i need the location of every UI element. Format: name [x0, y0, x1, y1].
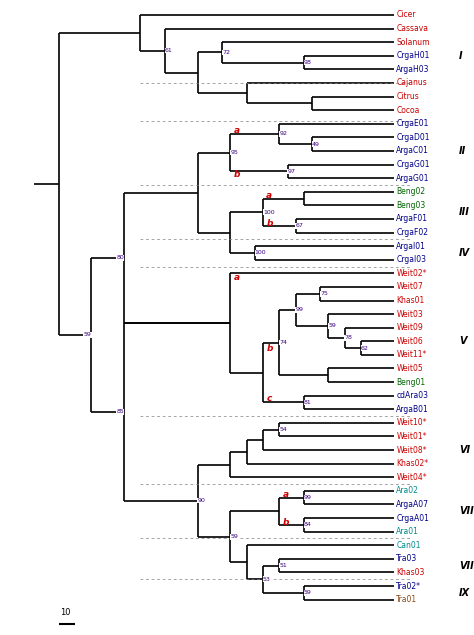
Text: VI: VI	[459, 445, 470, 455]
Text: Khas01: Khas01	[396, 296, 425, 305]
Text: Tra03: Tra03	[396, 554, 418, 563]
Text: 54: 54	[279, 427, 287, 432]
Text: Ara02: Ara02	[396, 486, 419, 495]
Text: IV: IV	[459, 248, 470, 258]
Text: b: b	[234, 170, 240, 178]
Text: Weit04*: Weit04*	[396, 472, 427, 482]
Text: Weit02*: Weit02*	[396, 269, 427, 277]
Text: a: a	[283, 490, 289, 500]
Text: 95: 95	[230, 150, 238, 155]
Text: 10: 10	[60, 608, 71, 617]
Text: Cassava: Cassava	[396, 24, 428, 33]
Text: CrgaD01: CrgaD01	[396, 133, 430, 142]
Text: 99: 99	[296, 307, 304, 312]
Text: 61: 61	[165, 48, 173, 53]
Text: 72: 72	[222, 50, 230, 55]
Text: Solanum: Solanum	[396, 37, 430, 47]
Text: CrgaE01: CrgaE01	[396, 119, 428, 128]
Text: 80: 80	[116, 255, 124, 260]
Text: a: a	[234, 273, 240, 282]
Text: b: b	[283, 518, 289, 526]
Text: Weit07: Weit07	[396, 283, 423, 291]
Text: Khas03: Khas03	[396, 568, 425, 577]
Text: 98: 98	[304, 60, 312, 65]
Text: Can01: Can01	[396, 541, 421, 550]
Text: cdAra03: cdAra03	[396, 391, 428, 400]
Text: 81: 81	[304, 400, 311, 405]
Text: 99: 99	[304, 495, 312, 500]
Text: Weit08*: Weit08*	[396, 446, 427, 455]
Text: 53: 53	[263, 577, 271, 582]
Text: 78: 78	[345, 335, 353, 340]
Text: Citrus: Citrus	[396, 92, 419, 101]
Text: 92: 92	[279, 131, 287, 137]
Text: Beng02: Beng02	[396, 187, 425, 196]
Text: Khas02*: Khas02*	[396, 459, 428, 468]
Text: I: I	[459, 51, 463, 61]
Text: 59: 59	[304, 591, 312, 596]
Text: Beng01: Beng01	[396, 378, 425, 387]
Text: II: II	[459, 146, 466, 156]
Text: 90: 90	[198, 498, 205, 503]
Text: Weit06: Weit06	[396, 337, 423, 346]
Text: c: c	[266, 394, 272, 403]
Text: VIII: VIII	[459, 561, 474, 571]
Text: CrgaA01: CrgaA01	[396, 514, 429, 523]
Text: CrgaG01: CrgaG01	[396, 160, 430, 169]
Text: Cicer: Cicer	[396, 11, 416, 20]
Text: a: a	[234, 126, 240, 135]
Text: 85: 85	[116, 410, 124, 414]
Text: ArgaI01: ArgaI01	[396, 242, 426, 251]
Text: 62: 62	[361, 345, 369, 351]
Text: Cocoa: Cocoa	[396, 105, 419, 115]
Text: IX: IX	[459, 588, 470, 598]
Text: ArgaA07: ArgaA07	[396, 500, 429, 509]
Text: Weit03: Weit03	[396, 310, 423, 319]
Text: Cajanus: Cajanus	[396, 79, 427, 88]
Text: 59: 59	[230, 534, 238, 539]
Text: 84: 84	[304, 523, 312, 527]
Text: Weit11*: Weit11*	[396, 351, 427, 359]
Text: Weit05: Weit05	[396, 364, 423, 373]
Text: 67: 67	[296, 224, 303, 228]
Text: b: b	[266, 344, 273, 352]
Text: 59: 59	[83, 332, 91, 337]
Text: 59: 59	[328, 323, 336, 328]
Text: 97: 97	[288, 169, 295, 174]
Text: ArgaF01: ArgaF01	[396, 215, 428, 224]
Text: a: a	[266, 191, 273, 200]
Text: CrgaI03: CrgaI03	[396, 255, 426, 264]
Text: 49: 49	[312, 142, 320, 147]
Text: ArgaB01: ArgaB01	[396, 404, 429, 414]
Text: Ara01: Ara01	[396, 527, 419, 536]
Text: ArgaC01: ArgaC01	[396, 147, 429, 156]
Text: Weit10*: Weit10*	[396, 418, 427, 427]
Text: 100: 100	[263, 210, 274, 215]
Text: V: V	[459, 337, 467, 346]
Text: Tra02*: Tra02*	[396, 582, 421, 591]
Text: Beng03: Beng03	[396, 201, 426, 210]
Text: Tra01: Tra01	[396, 595, 418, 604]
Text: ArgaG01: ArgaG01	[396, 173, 430, 183]
Text: CrgaF02: CrgaF02	[396, 228, 428, 237]
Text: III: III	[459, 207, 470, 217]
Text: 75: 75	[320, 291, 328, 296]
Text: Weit09: Weit09	[396, 323, 423, 332]
Text: 51: 51	[279, 563, 287, 568]
Text: CrgaH01: CrgaH01	[396, 51, 429, 60]
Text: VII: VII	[459, 506, 474, 516]
Text: ArgaH03: ArgaH03	[396, 65, 430, 74]
Text: b: b	[266, 218, 273, 227]
Text: Weit01*: Weit01*	[396, 432, 427, 441]
Text: 100: 100	[255, 250, 266, 255]
Text: 74: 74	[279, 340, 287, 345]
